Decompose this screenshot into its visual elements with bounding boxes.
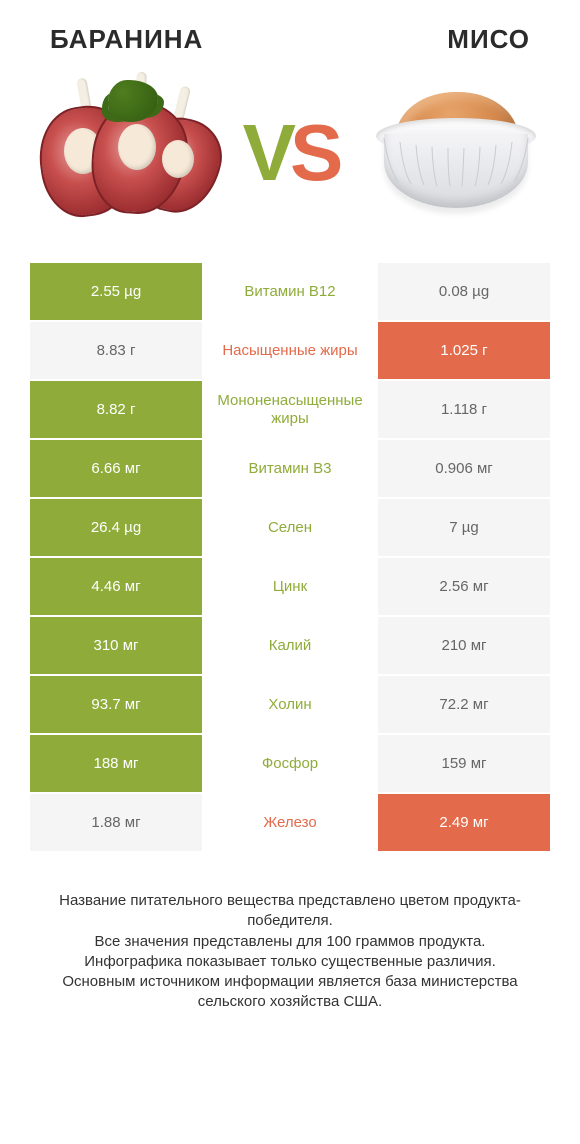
table-row: 2.55 µgВитамин B120.08 µg <box>30 263 550 320</box>
nutrient-label: Фосфор <box>202 735 378 792</box>
table-row: 1.88 мгЖелезо2.49 мг <box>30 794 550 851</box>
nutrient-label: Железо <box>202 794 378 851</box>
right-value: 2.56 мг <box>378 558 550 615</box>
titles-row: БАРАНИНА МИСО <box>30 24 550 73</box>
nutrient-label: Витамин B12 <box>202 263 378 320</box>
right-value: 1.025 г <box>378 322 550 379</box>
right-value: 0.08 µg <box>378 263 550 320</box>
nutrient-label: Витамин B3 <box>202 440 378 497</box>
right-value: 1.118 г <box>378 381 550 438</box>
nutrient-label: Селен <box>202 499 378 556</box>
right-value: 7 µg <box>378 499 550 556</box>
left-value: 6.66 мг <box>30 440 202 497</box>
infographic: БАРАНИНА МИСО VS <box>0 0 580 1033</box>
left-value: 1.88 мг <box>30 794 202 851</box>
nutrient-label: Насыщенные жиры <box>202 322 378 379</box>
left-product-title: БАРАНИНА <box>50 24 203 55</box>
left-value: 310 мг <box>30 617 202 674</box>
table-row: 188 мгФосфор159 мг <box>30 735 550 792</box>
comparison-table: 2.55 µgВитамин B120.08 µg8.83 гНасыщенны… <box>30 263 550 851</box>
right-value: 210 мг <box>378 617 550 674</box>
left-value: 8.82 г <box>30 381 202 438</box>
nutrient-label: Холин <box>202 676 378 733</box>
left-value: 26.4 µg <box>30 499 202 556</box>
left-value: 93.7 мг <box>30 676 202 733</box>
left-product-image <box>40 73 210 233</box>
table-row: 6.66 мгВитамин B30.906 мг <box>30 440 550 497</box>
right-value: 0.906 мг <box>378 440 550 497</box>
vs-label: VS <box>243 113 338 193</box>
nutrient-label: Цинк <box>202 558 378 615</box>
right-value: 2.49 мг <box>378 794 550 851</box>
hero-row: VS <box>30 73 550 263</box>
left-value: 188 мг <box>30 735 202 792</box>
nutrient-label: Мононенасыщенные жиры <box>202 381 378 438</box>
miso-icon <box>370 78 540 228</box>
vs-v: V <box>243 108 290 197</box>
right-value: 159 мг <box>378 735 550 792</box>
table-row: 310 мгКалий210 мг <box>30 617 550 674</box>
left-value: 8.83 г <box>30 322 202 379</box>
table-row: 8.83 гНасыщенные жиры1.025 г <box>30 322 550 379</box>
footer-note: Название питательного вещества представл… <box>30 851 550 1013</box>
right-value: 72.2 мг <box>378 676 550 733</box>
left-value: 4.46 мг <box>30 558 202 615</box>
right-product-title: МИСО <box>447 24 530 55</box>
nutrient-label: Калий <box>202 617 378 674</box>
table-row: 4.46 мгЦинк2.56 мг <box>30 558 550 615</box>
vs-s: S <box>290 108 337 197</box>
table-row: 8.82 гМононенасыщенные жиры1.118 г <box>30 381 550 438</box>
left-value: 2.55 µg <box>30 263 202 320</box>
table-row: 93.7 мгХолин72.2 мг <box>30 676 550 733</box>
right-product-image <box>370 73 540 233</box>
table-row: 26.4 µgСелен7 µg <box>30 499 550 556</box>
lamb-icon <box>40 78 210 228</box>
